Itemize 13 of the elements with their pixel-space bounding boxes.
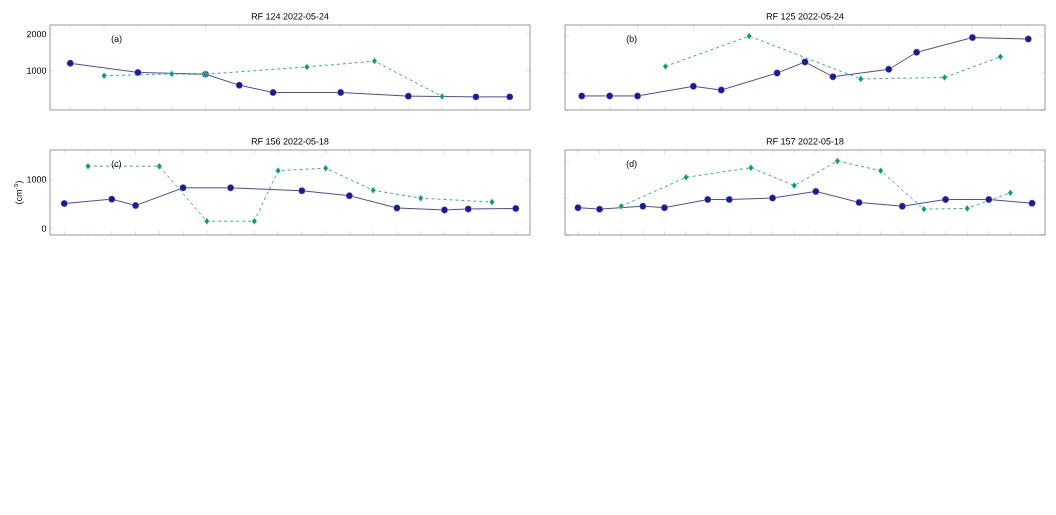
annotation: (a) bbox=[111, 35, 122, 44]
y-tick-label: 1000 bbox=[27, 176, 47, 183]
chart-title: RF 157 2022-05-18 bbox=[766, 138, 844, 145]
y-tick-label: 0 bbox=[41, 225, 47, 232]
annotation: (b) bbox=[626, 35, 637, 44]
y-axis-title: (cm$^{-3}$) bbox=[13, 181, 24, 204]
chart-title: RF 156 2022-05-18 bbox=[251, 138, 329, 145]
annotation: (d) bbox=[626, 160, 637, 169]
y-tick-label: 1000 bbox=[27, 67, 47, 74]
annotation: (c) bbox=[111, 160, 122, 169]
chart-title: RF 124 2022-05-24 bbox=[251, 13, 329, 20]
y-tick-label: 2000 bbox=[27, 30, 47, 38]
chart-title: RF 125 2022-05-24 bbox=[766, 13, 844, 20]
